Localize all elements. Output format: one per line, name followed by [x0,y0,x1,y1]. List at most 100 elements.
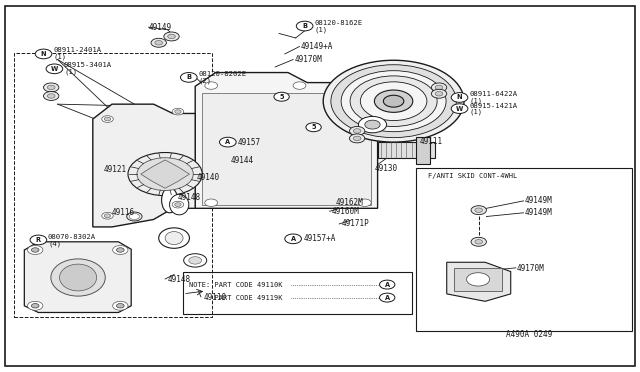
Circle shape [274,92,289,101]
Circle shape [47,85,55,90]
FancyBboxPatch shape [454,268,502,291]
Text: (1): (1) [469,97,483,104]
Ellipse shape [51,259,105,296]
Circle shape [113,246,128,254]
Circle shape [35,49,52,59]
Text: N: N [457,94,462,100]
Circle shape [189,257,202,264]
Text: 49170M: 49170M [294,55,322,64]
Polygon shape [93,104,195,227]
Circle shape [331,65,456,138]
Circle shape [28,246,43,254]
Circle shape [358,116,387,133]
Text: 49110: 49110 [204,293,227,302]
Text: R: R [36,237,41,243]
Circle shape [296,21,313,31]
Circle shape [104,117,111,121]
Circle shape [184,254,207,267]
Circle shape [205,199,218,206]
Circle shape [205,82,218,89]
Polygon shape [141,160,189,188]
Text: (1): (1) [64,68,77,75]
Text: 49149M: 49149M [525,208,552,217]
Text: (2): (2) [198,77,212,84]
Text: N: N [41,51,46,57]
Text: W: W [456,106,463,112]
Text: A: A [225,139,230,145]
Circle shape [475,208,483,212]
Circle shape [104,214,111,218]
FancyBboxPatch shape [202,93,371,205]
FancyBboxPatch shape [416,137,430,164]
Circle shape [358,199,371,206]
Text: 49160M: 49160M [332,207,359,216]
Polygon shape [195,73,378,208]
Circle shape [293,82,306,89]
Circle shape [175,203,181,206]
Text: 49111: 49111 [419,137,442,146]
Text: A: A [291,236,296,242]
Text: 08915-1421A: 08915-1421A [469,103,517,109]
Circle shape [116,248,124,252]
Text: (4): (4) [48,240,61,247]
Circle shape [380,280,395,289]
Circle shape [360,82,427,121]
Circle shape [44,83,59,92]
Text: B: B [302,23,307,29]
Text: 49140: 49140 [197,173,220,182]
Text: 49148: 49148 [178,193,201,202]
Circle shape [374,90,413,112]
Circle shape [353,129,361,133]
FancyBboxPatch shape [416,168,632,331]
Text: 08911-6422A: 08911-6422A [469,92,517,97]
Circle shape [128,153,202,196]
Circle shape [365,120,380,129]
Circle shape [172,108,184,115]
Circle shape [47,94,55,98]
Text: 08120-8162E: 08120-8162E [314,20,362,26]
Circle shape [431,83,447,92]
Circle shape [44,92,59,100]
Text: 49157+A: 49157+A [303,234,336,243]
Circle shape [31,304,39,308]
Circle shape [175,110,181,113]
Text: 49149: 49149 [148,23,172,32]
Text: (1): (1) [469,109,483,115]
Text: 49171P: 49171P [342,219,369,228]
Circle shape [349,134,365,143]
Text: W: W [51,66,58,72]
Text: F/ANTI SKID CONT-4WHL: F/ANTI SKID CONT-4WHL [428,173,516,179]
Text: 49149+A: 49149+A [301,42,333,51]
Text: 49144: 49144 [230,156,253,165]
Circle shape [151,38,166,47]
Circle shape [131,214,138,219]
Circle shape [28,301,43,310]
Circle shape [471,237,486,246]
Circle shape [116,304,124,308]
Polygon shape [24,242,131,312]
Circle shape [127,212,142,221]
Circle shape [435,92,443,96]
Circle shape [451,104,468,113]
Text: NOTE: PART CODE 49110K: NOTE: PART CODE 49110K [189,282,282,288]
Text: 5: 5 [311,124,316,130]
Text: 49130: 49130 [374,164,397,173]
Circle shape [164,32,179,41]
Text: (1): (1) [314,26,328,33]
Circle shape [285,234,301,244]
Text: 49121: 49121 [104,165,127,174]
Circle shape [31,248,39,252]
Text: A: A [385,295,390,301]
Circle shape [353,136,361,141]
Circle shape [46,64,63,74]
Text: A: A [385,282,390,288]
Text: 49149M: 49149M [525,196,552,205]
Text: A490A 0249: A490A 0249 [506,330,552,339]
Circle shape [467,273,490,286]
Text: 49157: 49157 [238,138,261,147]
Circle shape [435,85,443,90]
Circle shape [129,214,140,219]
FancyBboxPatch shape [5,6,635,366]
Circle shape [306,123,321,132]
Text: 49170M: 49170M [517,264,545,273]
